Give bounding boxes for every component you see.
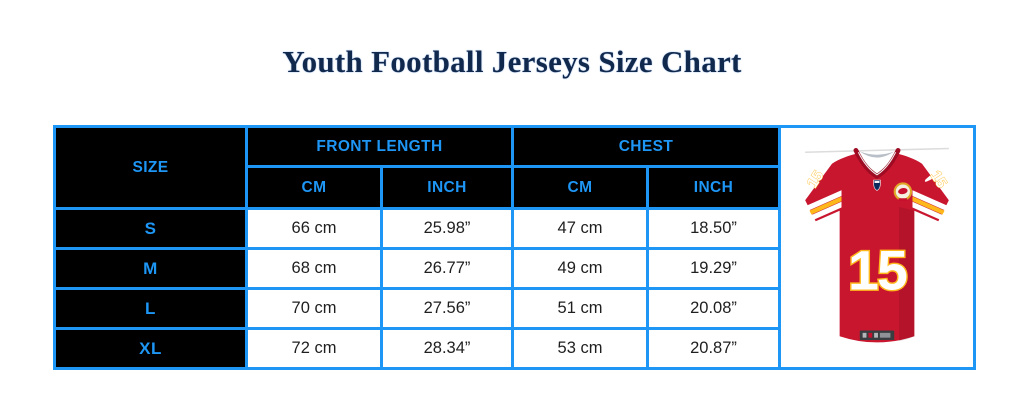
size-row-m: M 68 cm 26.77” 49 cm 19.29” <box>53 247 975 290</box>
chest-inch-cell: 20.08” <box>646 287 781 330</box>
front-inch-cell: 26.77” <box>380 247 514 290</box>
chest-inch-cell: 19.29” <box>646 247 781 290</box>
front-inch-cell: 27.56” <box>380 287 514 330</box>
size-row-s: S 66 cm 25.98” 47 cm 18.50” <box>53 207 975 250</box>
page-title: Youth Football Jerseys Size Chart <box>282 44 742 79</box>
chiefs-patch-icon <box>893 181 913 201</box>
col-header-chest: CHEST <box>511 125 781 168</box>
chest-inch-cell: 20.87” <box>646 327 781 370</box>
chest-inch-cell: 18.50” <box>646 207 781 250</box>
inner-collar <box>859 150 895 158</box>
collar-pinstripe <box>857 151 897 175</box>
size-cell: S <box>53 207 248 250</box>
side-mesh-shading <box>899 206 915 341</box>
col-header-chest-cm: CM <box>511 165 649 210</box>
front-cm-cell: 68 cm <box>245 247 383 290</box>
chest-cm-cell: 49 cm <box>511 247 649 290</box>
col-header-chest-inch: INCH <box>646 165 781 210</box>
size-row-xl: XL 72 cm 28.34” 53 cm 20.87” <box>53 327 975 370</box>
nfl-shield-icon <box>873 179 881 191</box>
chest-number: 15 <box>848 239 907 301</box>
chest-cm-cell: 51 cm <box>511 287 649 330</box>
col-header-front-inch: INCH <box>380 165 514 210</box>
front-cm-cell: 70 cm <box>245 287 383 330</box>
photo-shadow-line <box>805 147 949 153</box>
size-chart-table: SIZE FRONT LENGTH CHEST <box>53 125 976 370</box>
size-row-l: L 70 cm 27.56” 51 cm 20.08” <box>53 287 975 330</box>
front-cm-cell: 72 cm <box>245 327 383 370</box>
col-header-front-cm: CM <box>245 165 383 210</box>
chest-cm-cell: 47 cm <box>511 207 649 250</box>
col-header-size: SIZE <box>53 125 248 210</box>
chest-cm-cell: 53 cm <box>511 327 649 370</box>
size-cell: M <box>53 247 248 290</box>
jersey-product-image: 15 15 15 <box>803 147 951 342</box>
nike-swoosh-icon <box>924 169 943 182</box>
jock-tag <box>859 329 895 340</box>
size-cell: L <box>53 287 248 330</box>
header-row-units: CM INCH CM INCH <box>55 165 975 210</box>
size-cell: XL <box>53 327 248 370</box>
front-inch-cell: 28.34” <box>380 327 514 370</box>
col-header-front-length: FRONT LENGTH <box>245 125 514 168</box>
front-inch-cell: 25.98” <box>380 207 514 250</box>
jersey-image-cell: 15 15 15 <box>778 125 976 370</box>
collar-trim <box>853 147 901 179</box>
header-row-groups: SIZE FRONT LENGTH CHEST <box>53 125 976 370</box>
front-cm-cell: 66 cm <box>245 207 383 250</box>
